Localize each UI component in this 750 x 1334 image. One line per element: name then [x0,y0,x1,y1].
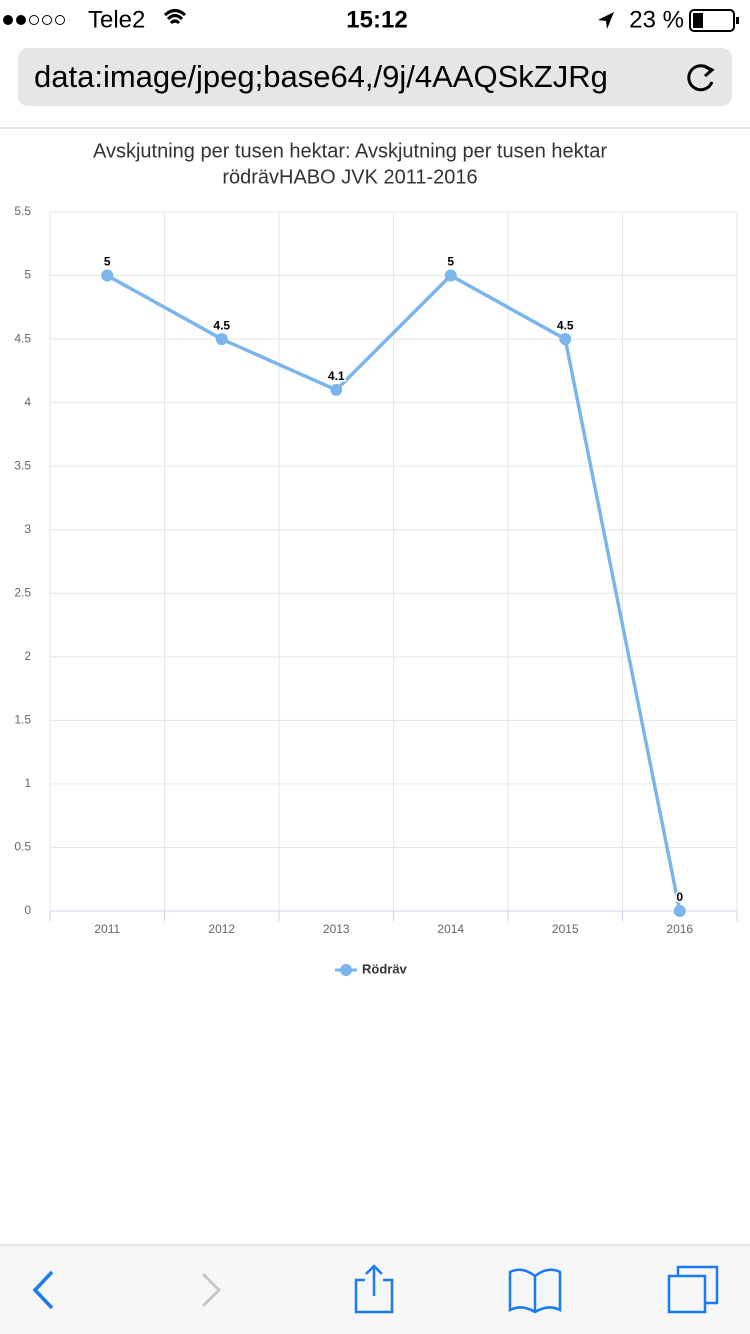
battery-tip [736,17,739,24]
wifi-icon [163,9,187,25]
y-tick-label: 1 [24,776,31,790]
data-point [673,905,686,917]
chart: Avskjutning per tusen hektar: Avskjutnin… [14,140,738,976]
bottom-toolbar [0,1244,750,1334]
y-tick-label: 0 [24,903,31,917]
status-bar: Tele2 15:12 23 % [3,6,739,33]
back-button[interactable] [32,1270,54,1310]
y-tick-label: 0.5 [14,840,31,854]
data-point [444,269,457,282]
y-tick-label: 4 [24,395,31,409]
y-tick-label: 3.5 [14,458,31,472]
carrier: Tele2 [88,6,145,33]
signal [3,15,65,25]
y-tick-label: 5 [24,268,31,282]
data-label: 5 [104,255,111,269]
x-tick-label: 2011 [94,922,120,936]
address-bar[interactable] [18,48,732,106]
data-point [330,383,343,396]
data-label: 4.5 [557,318,574,332]
data-point [101,269,114,282]
x-tick-label: 2015 [552,922,579,936]
chart-title: rödrävHABO JVK 2011-2016 [222,166,477,188]
y-tick-label: 4.5 [14,331,31,345]
data-point [215,333,228,346]
share-button[interactable] [354,1264,394,1314]
clock: 15:12 [346,6,407,33]
series-line [106,273,682,912]
x-tick-label: 2016 [666,922,693,936]
x-tick-label: 2014 [437,922,464,936]
battery-level: 23 % [629,6,684,33]
data-label: 4.1 [328,369,345,383]
reload-button[interactable] [687,64,714,92]
legend-marker [340,964,352,976]
y-tick-label: 2 [24,649,31,663]
y-tick-label: 1.5 [14,713,31,727]
x-tick-label: 2012 [208,922,235,936]
tabs-button[interactable] [667,1265,719,1314]
bookmarks-button[interactable] [508,1268,562,1314]
legend-label: Rödräv [362,961,408,976]
data-point [559,333,572,346]
url[interactable]: data:image/jpeg;base64,/9j/4AAQSkZJRg [34,59,608,94]
battery-fill [693,13,703,28]
location-icon [598,12,614,29]
forward-button[interactable] [201,1272,222,1308]
reload-arrow [703,64,715,78]
y-tick-label: 2.5 [14,585,31,599]
data-label: 4.5 [213,318,230,332]
y-tick-label: 3 [24,522,31,536]
battery-icon [689,9,735,32]
chart-title: Avskjutning per tusen hektar: Avskjutnin… [93,140,607,162]
data-label: 5 [447,255,454,269]
x-tick-label: 2013 [323,922,350,936]
y-tick-label: 5.5 [14,204,31,218]
data-label: 0 [676,890,683,904]
